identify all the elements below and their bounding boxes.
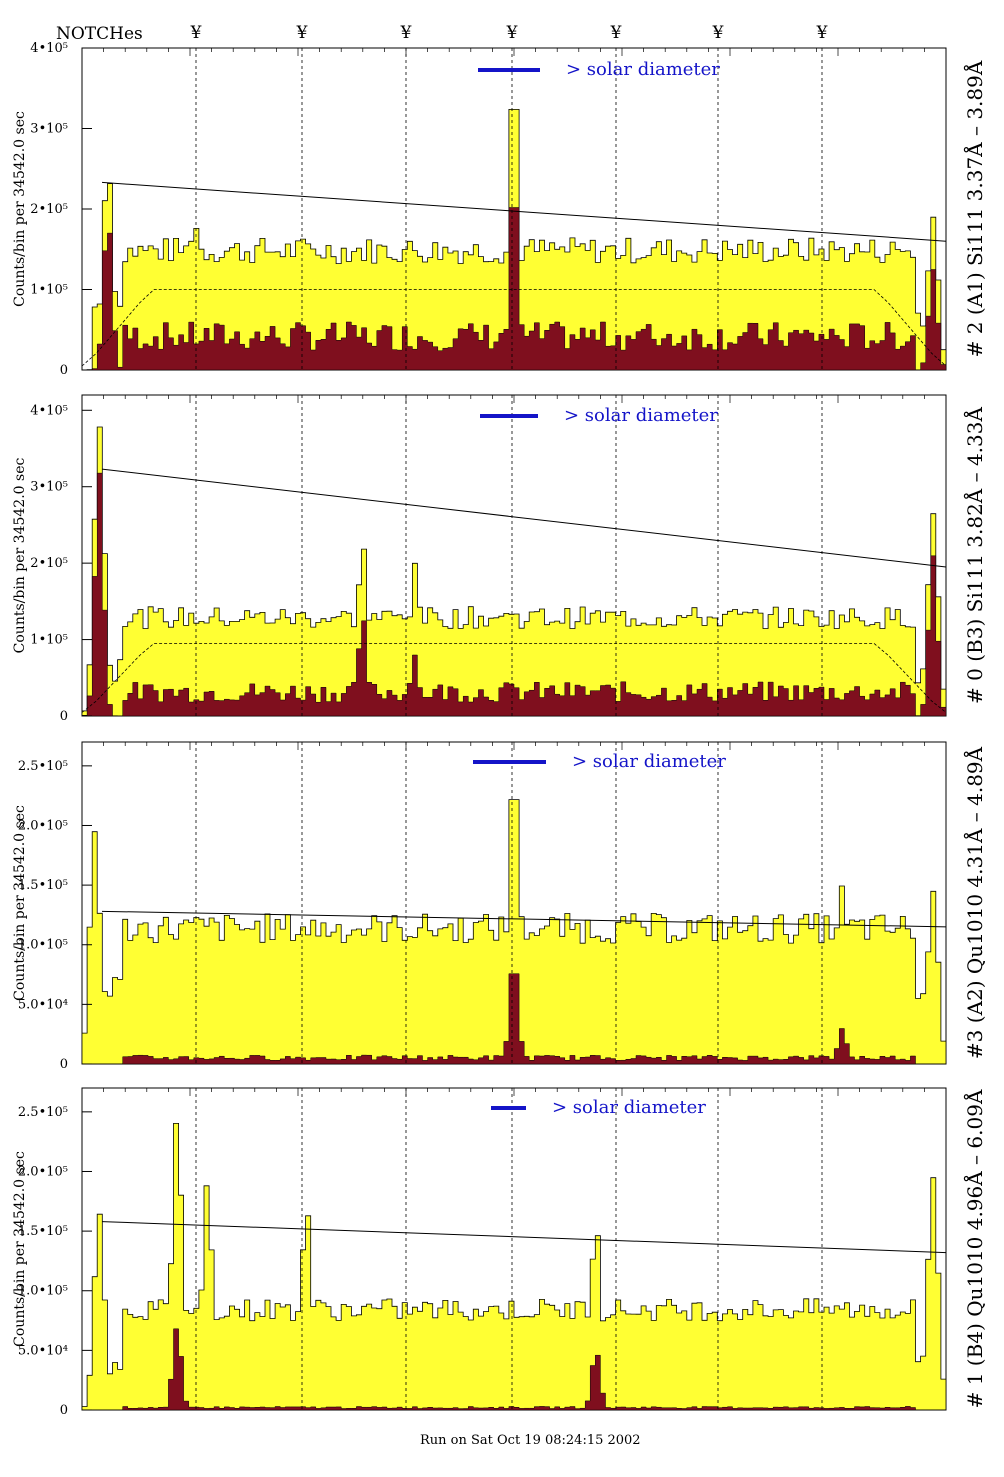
panel-title: #3 (A2) Qu1010 4.31Å – 4.89Å: [962, 746, 987, 1059]
y-tick-label: 2.0•10⁵: [18, 818, 68, 833]
trend-line: [101, 910, 947, 928]
y-tick-label: 1•10⁵: [30, 633, 68, 648]
panel-A2: 0 5.0•10⁴ 1.0•10⁵ 1.5•10⁵ 2.0•10⁵ 2.5•10⁵ > so…: [12, 741, 987, 1072]
solar-diameter-label: > solar diameter: [552, 1097, 706, 1118]
notch-marker: ¥: [712, 23, 724, 43]
y-tick-label: 2.0•10⁵: [18, 1164, 68, 1179]
y-tick-label: 1.0•10⁵: [18, 938, 68, 953]
y-tick-label: 0: [60, 1403, 68, 1418]
notch-marker: ¥: [610, 23, 622, 43]
y-tick-label: 0: [60, 709, 68, 724]
y-tick-label: 5.0•10⁴: [18, 997, 68, 1012]
notches-label: NOTCHes: [56, 24, 143, 44]
trend-line: [101, 181, 947, 242]
model-dashed-line: [81, 643, 947, 713]
solar-diameter-label: > solar diameter: [572, 751, 726, 772]
y-tick-label: 5.0•10⁴: [18, 1343, 68, 1358]
y-tick-label: 2.5•10⁵: [18, 1105, 68, 1120]
panel-B4: 0 5.0•10⁴ 1.0•10⁵ 1.5•10⁵ 2.0•10⁵ 2.5•10⁵ > so…: [12, 1087, 987, 1418]
inner-counts-histogram: [82, 973, 946, 1065]
total-counts-histogram: [81, 799, 947, 1065]
solar-diameter-label: > solar diameter: [566, 59, 720, 80]
panel-title: # 2 (A1) Si111 3.37Å – 3.89Å: [962, 60, 987, 357]
y-tick-label: 4•10⁵: [30, 403, 68, 418]
model-dashed-line: [81, 289, 947, 367]
y-tick-label: 2•10⁵: [30, 556, 68, 571]
y-tick-label: 4•10⁵: [30, 41, 68, 56]
notches-header: NOTCHes ¥ ¥ ¥ ¥ ¥ ¥ ¥: [56, 23, 828, 44]
notch-marker: ¥: [506, 23, 518, 43]
trend-line: [101, 468, 947, 568]
notch-marker: ¥: [400, 23, 412, 43]
y-tick-label: 3•10⁵: [30, 122, 68, 137]
total-counts-histogram: [81, 1123, 947, 1411]
y-tick-label: 1•10⁵: [30, 283, 68, 298]
run-timestamp: Run on Sat Oct 19 08:24:15 2002: [420, 1433, 641, 1448]
inner-counts-histogram: [82, 1328, 946, 1411]
inner-counts-histogram: [82, 207, 947, 371]
y-axis-label: Counts/bin per 34542.0 sec: [12, 458, 28, 654]
trend-line: [101, 1221, 947, 1254]
notch-marker: ¥: [190, 23, 202, 43]
y-tick-label: 1.5•10⁵: [18, 878, 68, 893]
panel-B3: 0 1•10⁵ 2•10⁵ 3•10⁵ 4•10⁵ > solar diameter Cou…: [12, 394, 987, 724]
panel-title: # 1 (B4) Qu1010 4.96Å – 6.09Å: [962, 1089, 987, 1408]
y-tick-label: 3•10⁵: [30, 480, 68, 495]
y-axis-label: Counts/bin per 34542.0 sec: [12, 111, 28, 307]
inner-counts-histogram: [81, 472, 947, 717]
y-axis-label: Counts/bin per 34542.0 sec: [12, 1151, 28, 1347]
notch-marker: ¥: [296, 23, 308, 43]
solar-diameter-label: > solar diameter: [564, 405, 718, 426]
y-tick-label: 2.5•10⁵: [18, 759, 68, 774]
panel-A1: 0 1•10⁵ 2•10⁵ 3•10⁵ 4•10⁵ > solar diameter Cou…: [12, 41, 987, 378]
y-axis-label: Counts/bin per 34542.0 sec: [12, 805, 28, 1001]
notch-marker: ¥: [816, 23, 828, 43]
panel-title: # 0 (B3) Si111 3.82Å – 4.33Å: [962, 407, 987, 704]
y-tick-label: 0: [60, 1057, 68, 1072]
y-tick-label: 1.0•10⁵: [18, 1284, 68, 1299]
y-tick-label: 1.5•10⁵: [18, 1224, 68, 1239]
y-tick-label: 0: [60, 363, 68, 378]
y-tick-label: 2•10⁵: [30, 202, 68, 217]
